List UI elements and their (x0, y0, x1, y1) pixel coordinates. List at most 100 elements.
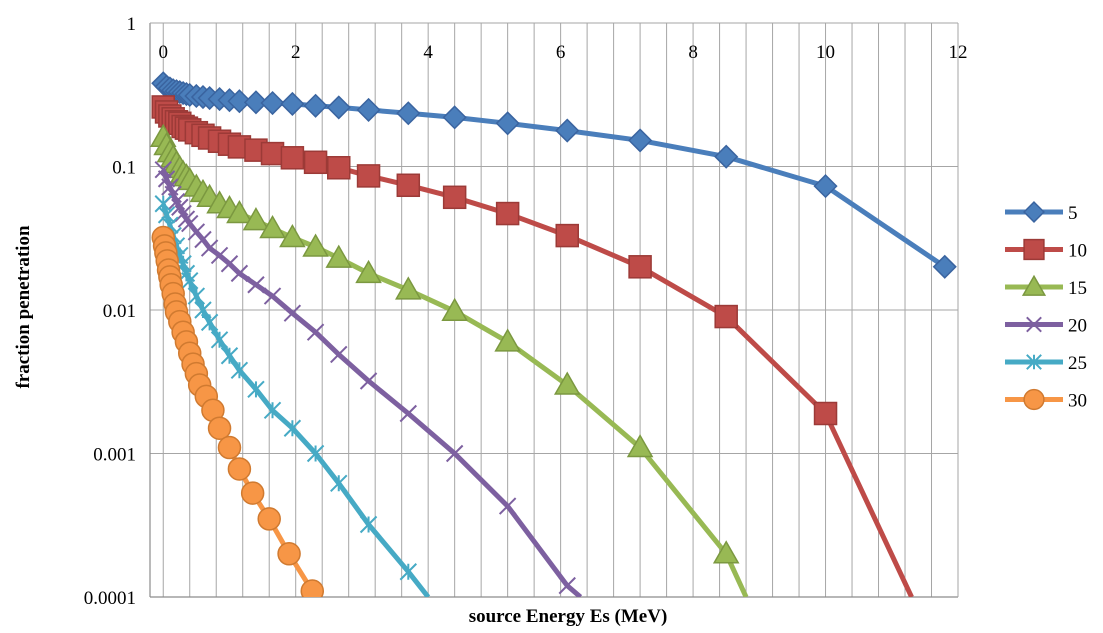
tick-labels: 0 2 4 6 8 10 12 0.0001 0.001 0.01 0.1 1 (84, 14, 968, 609)
data-point (303, 93, 328, 118)
legend-label: 30 (1068, 391, 1087, 412)
data-point (230, 264, 249, 283)
legend-entry-25: 25 (1005, 353, 1087, 374)
data-point (259, 214, 286, 239)
data-point (813, 401, 838, 426)
data-point (553, 371, 581, 395)
y-tick-label: 0.0001 (84, 588, 136, 609)
data-point (154, 160, 172, 179)
data-point (326, 95, 351, 120)
y-tick-label: 1 (127, 14, 137, 35)
data-point (280, 91, 305, 116)
legend-marker (1021, 274, 1047, 296)
data-point (220, 347, 239, 365)
data-point (226, 200, 253, 224)
legend-label: 15 (1068, 278, 1087, 299)
data-point (306, 444, 325, 463)
data-point (174, 204, 192, 223)
data-point (242, 207, 270, 231)
legend-entry-15: 15 (1005, 274, 1087, 299)
data-point (283, 419, 302, 437)
legend-label: 10 (1068, 241, 1087, 262)
data-point (210, 331, 229, 349)
legend-entry-30: 30 (1005, 388, 1087, 412)
data-point (626, 434, 654, 458)
data-point (494, 328, 521, 352)
legend-entry-10: 10 (1005, 238, 1087, 262)
series-line (160, 237, 315, 593)
y-axis-title: fraction penetration (13, 225, 34, 388)
data-point (628, 128, 653, 153)
data-point (280, 146, 305, 170)
data-point (283, 304, 302, 322)
x-tick-label: 2 (291, 42, 301, 63)
axes (149, 22, 959, 598)
data-point (555, 118, 580, 143)
series-10 (151, 95, 914, 597)
y-tick-label: 0.01 (103, 301, 136, 322)
data-point (555, 223, 579, 248)
data-point (330, 345, 348, 364)
series-line (161, 81, 947, 269)
data-point (395, 276, 422, 300)
legend-label: 25 (1068, 353, 1087, 374)
legend-marker (1026, 354, 1042, 370)
data-point (240, 481, 265, 505)
legend-marker (1023, 201, 1045, 223)
data-point (302, 233, 329, 257)
legend-label: 5 (1068, 203, 1078, 224)
x-axis-title: source Energy Es (MeV) (469, 606, 668, 627)
data-point (230, 361, 249, 380)
legend-entry-5: 5 (1005, 201, 1078, 224)
data-point (356, 164, 381, 188)
data-point (359, 372, 378, 390)
data-point (247, 276, 265, 294)
data-point (277, 542, 301, 566)
data-point (396, 101, 421, 126)
data-point (279, 223, 306, 248)
data-point (714, 304, 738, 329)
data-point (712, 540, 740, 564)
data-point (442, 185, 467, 210)
data-point (495, 111, 520, 136)
data-point (200, 239, 219, 257)
data-point (227, 457, 252, 481)
data-point (498, 497, 517, 515)
data-point (327, 156, 351, 180)
data-point (355, 259, 382, 284)
data-point (306, 323, 325, 341)
data-point (181, 272, 199, 290)
series-30 (151, 225, 325, 597)
series-5 (151, 71, 957, 279)
data-point (445, 444, 464, 463)
legend-entry-20: 20 (1005, 316, 1087, 337)
data-point (330, 474, 348, 492)
data-point (263, 401, 282, 420)
x-tick-label: 4 (423, 42, 433, 63)
series-15 (149, 123, 749, 597)
data-point (257, 507, 281, 531)
x-tick-label: 12 (949, 42, 968, 63)
data-point (442, 105, 467, 130)
data-point (217, 435, 242, 460)
data-point (356, 97, 381, 122)
x-tick-label: 6 (556, 42, 566, 63)
data-point (932, 254, 957, 279)
data-point (207, 416, 232, 440)
legend-marker (1026, 316, 1042, 333)
data-point (194, 230, 212, 249)
data-point (157, 206, 176, 224)
data-point (181, 214, 199, 233)
y-tick-label: 0.001 (93, 445, 136, 466)
data-point (441, 297, 468, 322)
data-point (303, 150, 328, 175)
data-point (200, 313, 219, 332)
legend-label: 20 (1068, 316, 1087, 337)
data-point (300, 579, 325, 597)
data-point (399, 563, 418, 581)
data-point (359, 515, 378, 534)
data-point (260, 90, 285, 116)
legend-marker (1023, 388, 1045, 411)
data-point (628, 255, 652, 279)
